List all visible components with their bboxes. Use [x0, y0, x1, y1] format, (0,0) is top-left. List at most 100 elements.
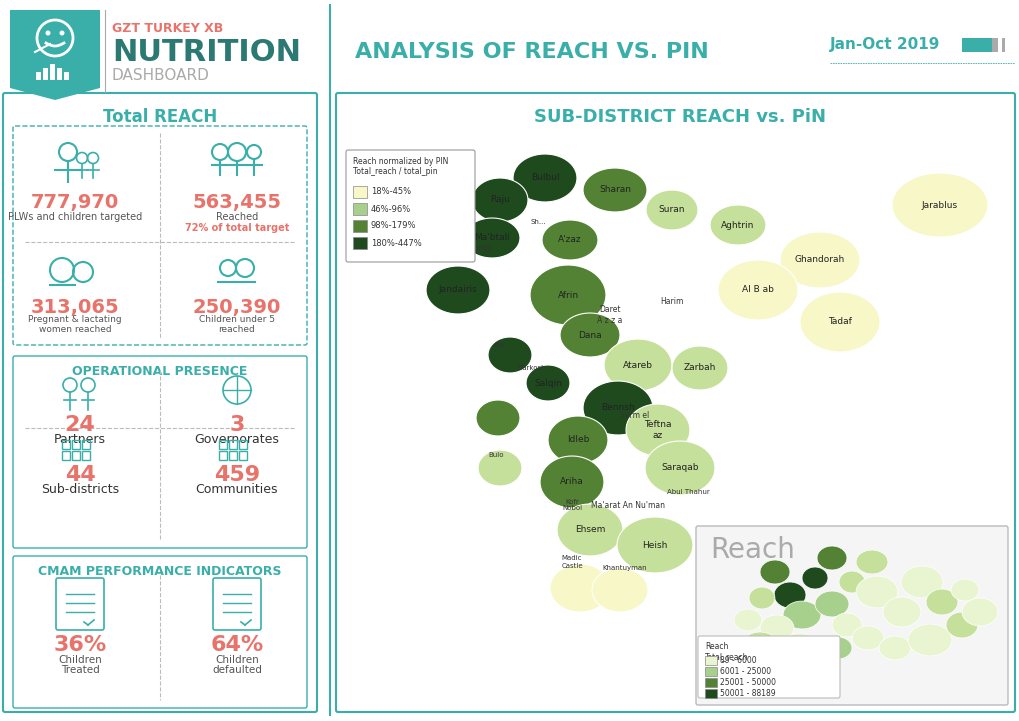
Text: Al B ab: Al B ab	[742, 286, 773, 294]
Bar	[981, 38, 991, 52]
Text: Ghandorah: Ghandorah	[794, 255, 845, 265]
Polygon shape	[626, 404, 689, 456]
Polygon shape	[645, 190, 697, 230]
Polygon shape	[478, 450, 522, 486]
Bar	[82, 451, 90, 460]
Text: Reach: Reach	[709, 536, 794, 564]
Polygon shape	[783, 601, 820, 629]
Polygon shape	[773, 582, 805, 608]
Polygon shape	[526, 365, 570, 401]
Text: OPERATIONAL PRESENCE: OPERATIONAL PRESENCE	[72, 365, 248, 378]
Polygon shape	[900, 566, 943, 598]
Polygon shape	[925, 589, 957, 615]
Text: Sarm el: Sarm el	[620, 410, 649, 420]
Polygon shape	[799, 292, 879, 352]
Bar	[704, 689, 716, 698]
Text: Sub-districts: Sub-districts	[41, 483, 119, 496]
Text: Children: Children	[58, 655, 102, 665]
Bar	[704, 678, 716, 687]
Text: Ma'arat An Nu'man: Ma'arat An Nu'man	[590, 500, 664, 510]
Text: 250,390: 250,390	[193, 298, 281, 317]
Bar	[353, 220, 367, 232]
Bar	[43, 68, 48, 80]
Bar	[50, 64, 55, 80]
Text: Children under 5
reached: Children under 5 reached	[199, 315, 275, 335]
Polygon shape	[539, 456, 603, 508]
Bar	[961, 38, 983, 52]
Polygon shape	[759, 560, 790, 584]
Circle shape	[59, 30, 64, 35]
Text: 46%-96%: 46%-96%	[371, 205, 411, 213]
Text: Partners: Partners	[54, 433, 106, 446]
Polygon shape	[839, 571, 864, 593]
Polygon shape	[583, 168, 646, 212]
Polygon shape	[823, 637, 851, 659]
Bar	[62, 440, 70, 449]
Polygon shape	[476, 400, 520, 436]
Polygon shape	[892, 173, 987, 237]
Polygon shape	[907, 624, 951, 656]
Text: Saraqab: Saraqab	[660, 464, 698, 472]
Bar	[36, 72, 41, 80]
Text: Ehsem: Ehsem	[575, 526, 604, 534]
Polygon shape	[559, 313, 620, 357]
Text: Ariha: Ariha	[559, 477, 583, 487]
Bar	[991, 38, 997, 52]
Text: Jandairis: Jandairis	[438, 286, 477, 294]
Polygon shape	[464, 218, 520, 258]
Bar	[704, 656, 716, 665]
Text: Kofr
Nobol: Kofr Nobol	[561, 498, 582, 511]
Text: 36%: 36%	[53, 635, 107, 655]
Polygon shape	[513, 154, 577, 202]
Text: 50001 - 88189: 50001 - 88189	[719, 689, 774, 698]
Text: Bennsh: Bennsh	[600, 404, 634, 412]
Polygon shape	[472, 178, 528, 222]
Bar	[219, 451, 227, 460]
FancyBboxPatch shape	[335, 93, 1014, 712]
FancyBboxPatch shape	[213, 578, 261, 630]
Text: Reach
Total_reach: Reach Total_reach	[704, 642, 748, 661]
Text: Pregnant & lactating
women reached: Pregnant & lactating women reached	[29, 315, 121, 335]
Text: 89 - 6000: 89 - 6000	[719, 656, 756, 665]
Bar	[353, 237, 367, 249]
Polygon shape	[734, 609, 761, 631]
Text: Dana: Dana	[578, 330, 601, 340]
Polygon shape	[556, 504, 623, 556]
Bar	[57, 68, 62, 80]
Polygon shape	[742, 632, 777, 658]
Text: Total REACH: Total REACH	[103, 108, 217, 126]
Polygon shape	[816, 546, 846, 570]
Text: 180%-447%: 180%-447%	[371, 239, 421, 247]
Polygon shape	[717, 260, 797, 320]
Text: Zarbah: Zarbah	[683, 363, 715, 373]
Polygon shape	[748, 587, 774, 609]
Polygon shape	[616, 517, 692, 573]
Text: defaulted: defaulted	[212, 665, 262, 675]
Polygon shape	[759, 615, 793, 641]
FancyBboxPatch shape	[13, 356, 307, 548]
Polygon shape	[855, 550, 888, 574]
Text: 777,970: 777,970	[31, 193, 119, 212]
Polygon shape	[547, 416, 607, 464]
Bar	[72, 451, 79, 460]
Text: NUTRITION: NUTRITION	[112, 38, 301, 67]
Polygon shape	[783, 633, 816, 657]
Bar	[704, 667, 716, 676]
Text: Salqin: Salqin	[534, 379, 561, 387]
Text: Ma'btali: Ma'btali	[474, 234, 510, 242]
Text: Abul Thahur: Abul Thahur	[666, 489, 708, 495]
Text: 25001 - 50000: 25001 - 50000	[719, 678, 775, 687]
Polygon shape	[961, 598, 997, 626]
Polygon shape	[709, 205, 765, 245]
Text: 72% of total target: 72% of total target	[184, 223, 289, 233]
Text: Harim: Harim	[659, 298, 683, 306]
Polygon shape	[878, 636, 910, 660]
Bar	[229, 440, 236, 449]
Polygon shape	[814, 591, 848, 617]
Bar	[353, 186, 367, 198]
Text: Communities: Communities	[196, 483, 278, 496]
Text: Bulbul: Bulbul	[530, 174, 558, 182]
Text: Jarablus: Jarablus	[921, 200, 957, 210]
Text: Khantuyman: Khantuyman	[602, 565, 647, 571]
FancyBboxPatch shape	[56, 578, 104, 630]
